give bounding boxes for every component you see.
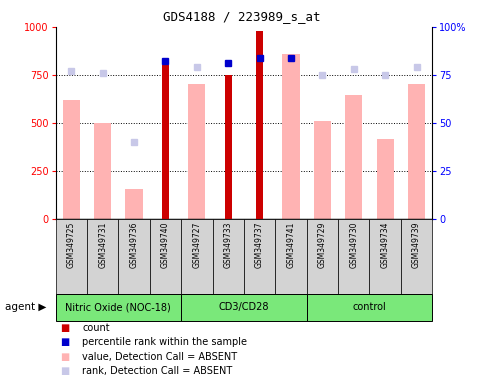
Text: GSM349736: GSM349736 [129,221,139,268]
Bar [244,219,275,294]
Bar [181,219,213,294]
Text: count: count [82,323,110,333]
Text: ■: ■ [60,337,70,347]
Bar [118,219,150,294]
Text: control: control [353,302,386,312]
Text: GSM349733: GSM349733 [224,221,233,268]
Bar [56,219,87,294]
Text: GSM349739: GSM349739 [412,221,421,268]
Bar [181,294,307,321]
Bar [408,84,425,219]
Text: CD3/CD28: CD3/CD28 [219,302,269,312]
Bar [150,219,181,294]
Bar [225,75,232,219]
Text: GSM349740: GSM349740 [161,221,170,268]
Bar [256,31,263,219]
Text: GSM349725: GSM349725 [67,221,76,268]
Bar [377,139,394,219]
Bar [188,84,205,219]
Text: value, Detection Call = ABSENT: value, Detection Call = ABSENT [82,352,237,362]
Bar [401,219,432,294]
Text: Nitric Oxide (NOC-18): Nitric Oxide (NOC-18) [66,302,171,312]
Bar [275,219,307,294]
Text: GDS4188 / 223989_s_at: GDS4188 / 223989_s_at [163,10,320,23]
Text: percentile rank within the sample: percentile rank within the sample [82,337,247,347]
Text: agent ▶: agent ▶ [5,302,46,312]
Bar [338,219,369,294]
Bar [283,54,299,219]
Text: GSM349731: GSM349731 [98,221,107,268]
Text: ■: ■ [60,352,70,362]
Bar [94,123,111,219]
Bar [162,65,169,219]
Text: GSM349734: GSM349734 [381,221,390,268]
Bar [213,219,244,294]
Text: GSM349727: GSM349727 [192,221,201,268]
Bar [345,95,362,219]
Bar [126,189,142,219]
Text: ■: ■ [60,366,70,376]
Text: rank, Detection Call = ABSENT: rank, Detection Call = ABSENT [82,366,232,376]
Bar [87,219,118,294]
Text: GSM349737: GSM349737 [255,221,264,268]
Bar [63,100,80,219]
Text: GSM349729: GSM349729 [318,221,327,268]
Bar [314,121,331,219]
Bar [369,219,401,294]
Text: GSM349741: GSM349741 [286,221,296,268]
Text: GSM349730: GSM349730 [349,221,358,268]
Bar [56,294,181,321]
Text: ■: ■ [60,323,70,333]
Bar [307,219,338,294]
Bar [307,294,432,321]
